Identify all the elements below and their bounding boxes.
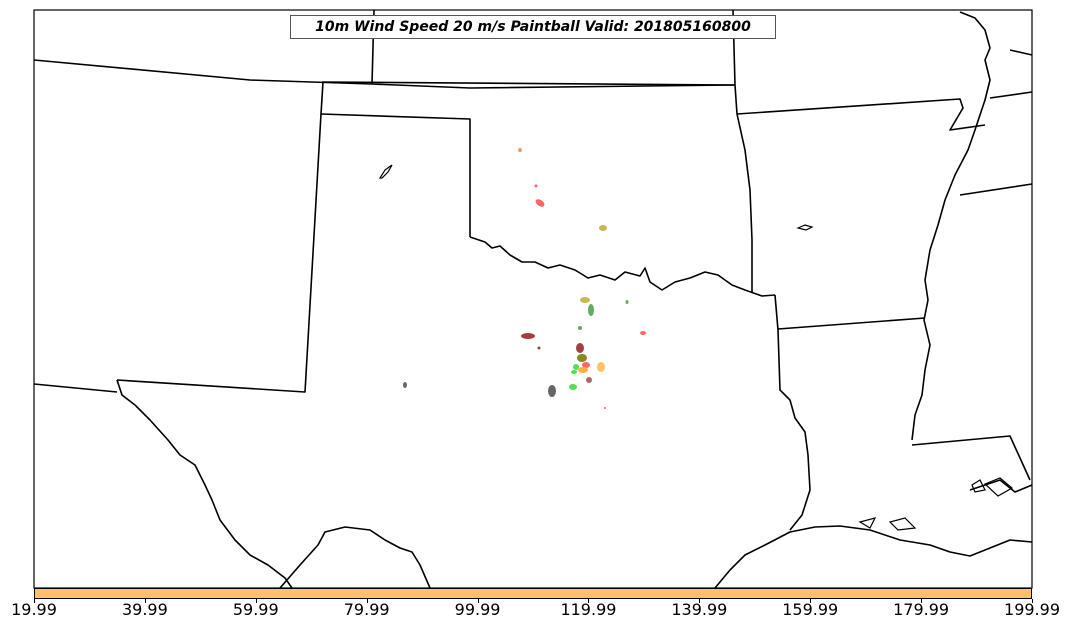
border-ky-tn	[989, 91, 1033, 99]
blob	[597, 362, 605, 372]
blob	[625, 300, 629, 304]
blob	[535, 199, 545, 207]
colorbar-tick-label: 99.99	[454, 600, 501, 619]
lake-4	[983, 477, 1014, 497]
colorbar-tick-label: 179.99	[893, 600, 950, 619]
border-az-nm	[33, 383, 118, 393]
colorbar-tick-label: 159.99	[782, 600, 839, 619]
blob	[599, 225, 607, 231]
mexico-border	[279, 526, 431, 589]
blob	[534, 184, 538, 188]
paintball-blobs	[403, 148, 646, 409]
colorbar-tick-label: 139.99	[671, 600, 728, 619]
blob	[577, 354, 587, 362]
lake-2	[796, 224, 814, 231]
blob	[578, 326, 582, 330]
colorbar-tick-label: 59.99	[232, 600, 279, 619]
rio-grande	[116, 379, 293, 589]
lake-6	[888, 517, 917, 531]
blob	[573, 364, 579, 370]
blob	[640, 331, 646, 335]
blob	[518, 148, 522, 152]
colorbar-tick-mark	[588, 599, 590, 603]
blob	[588, 304, 594, 316]
colorbar	[34, 588, 1032, 599]
border-la-ms	[911, 435, 1031, 481]
mississippi-river	[911, 11, 991, 441]
lakes	[378, 164, 1014, 531]
lake-3	[971, 479, 986, 493]
blob	[548, 385, 556, 397]
gulf-coast-detail	[969, 479, 1033, 493]
lake-1	[378, 164, 393, 179]
colorbar-tick-mark	[810, 599, 812, 603]
blob	[537, 346, 541, 350]
blob	[582, 362, 590, 368]
colorbar-tick-mark	[1032, 599, 1033, 603]
border-ky-ill	[1009, 49, 1033, 56]
border-ok-ks	[321, 81, 736, 86]
colorbar-tick-label: 119.99	[560, 600, 617, 619]
border-ok-ar	[736, 113, 753, 292]
colorbar-tick-mark	[699, 599, 701, 603]
lake-5	[858, 517, 877, 529]
map-title: 10m Wind Speed 20 m/s Paintball Valid: 2…	[290, 15, 776, 39]
border-tx-la	[774, 294, 811, 531]
border-tn-ms	[959, 183, 1033, 196]
blob	[403, 382, 407, 388]
colorbar-tick-label: 79.99	[343, 600, 390, 619]
blob	[604, 407, 606, 409]
blob	[571, 370, 577, 374]
blob	[580, 297, 590, 303]
colorbar-tick-mark	[144, 599, 146, 603]
border-nm-tx	[116, 113, 322, 393]
border-ks-top	[371, 83, 736, 89]
blob	[578, 367, 588, 373]
colorbar-tick-label: 199.99	[1004, 600, 1060, 619]
blob	[569, 384, 577, 390]
border-ar-la	[777, 317, 926, 330]
state-borders	[33, 9, 1033, 589]
blob	[576, 343, 584, 353]
colorbar-tick-label: 19.99	[11, 600, 57, 619]
colorbar-tick-mark	[366, 599, 368, 603]
blob	[586, 377, 592, 383]
gulf-coast	[714, 525, 1033, 589]
colorbar-tick-label: 39.99	[121, 600, 168, 619]
colorbar-tick-mark	[255, 599, 257, 603]
border-ok-top	[320, 113, 471, 237]
border-co-ks	[320, 81, 324, 115]
border-red-river	[469, 236, 776, 297]
plot-frame	[33, 9, 1033, 589]
border-mo-ar	[736, 98, 986, 131]
colorbar-tick-mark	[34, 599, 35, 603]
colorbar-tick-mark	[477, 599, 479, 603]
colorbar-tick-mark	[921, 599, 923, 603]
blob	[521, 333, 535, 339]
